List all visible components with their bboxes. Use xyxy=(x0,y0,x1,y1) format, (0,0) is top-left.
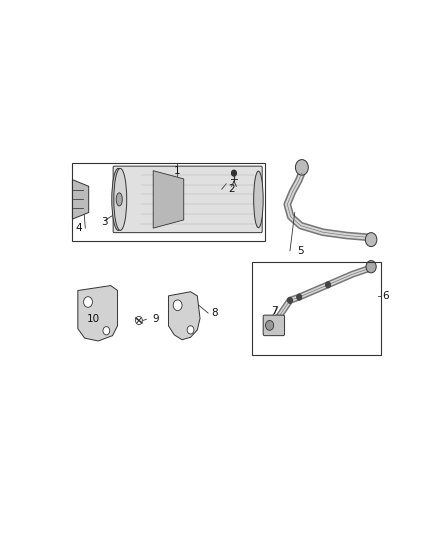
Text: 9: 9 xyxy=(152,314,159,324)
Circle shape xyxy=(232,170,237,176)
Text: 2: 2 xyxy=(228,184,235,194)
Circle shape xyxy=(325,282,330,288)
Circle shape xyxy=(365,232,377,247)
FancyBboxPatch shape xyxy=(113,166,262,232)
Circle shape xyxy=(297,294,301,300)
Ellipse shape xyxy=(112,168,125,230)
Circle shape xyxy=(84,297,92,308)
Polygon shape xyxy=(72,180,88,219)
Ellipse shape xyxy=(114,168,127,230)
Text: 5: 5 xyxy=(297,246,304,256)
Text: 6: 6 xyxy=(382,291,389,301)
Text: 8: 8 xyxy=(211,308,218,318)
Circle shape xyxy=(173,300,182,311)
Text: 7: 7 xyxy=(272,306,278,316)
Circle shape xyxy=(295,159,308,175)
Circle shape xyxy=(288,297,292,303)
Polygon shape xyxy=(169,292,200,340)
Circle shape xyxy=(366,261,376,273)
Polygon shape xyxy=(153,171,184,228)
Ellipse shape xyxy=(116,193,122,206)
Text: 10: 10 xyxy=(87,314,100,324)
Text: 4: 4 xyxy=(76,223,82,233)
FancyBboxPatch shape xyxy=(263,315,285,336)
Circle shape xyxy=(103,327,110,335)
Ellipse shape xyxy=(254,171,263,228)
Text: 3: 3 xyxy=(101,217,107,227)
Circle shape xyxy=(187,326,194,334)
Polygon shape xyxy=(78,286,117,341)
Text: 1: 1 xyxy=(173,166,180,176)
Circle shape xyxy=(265,320,274,330)
